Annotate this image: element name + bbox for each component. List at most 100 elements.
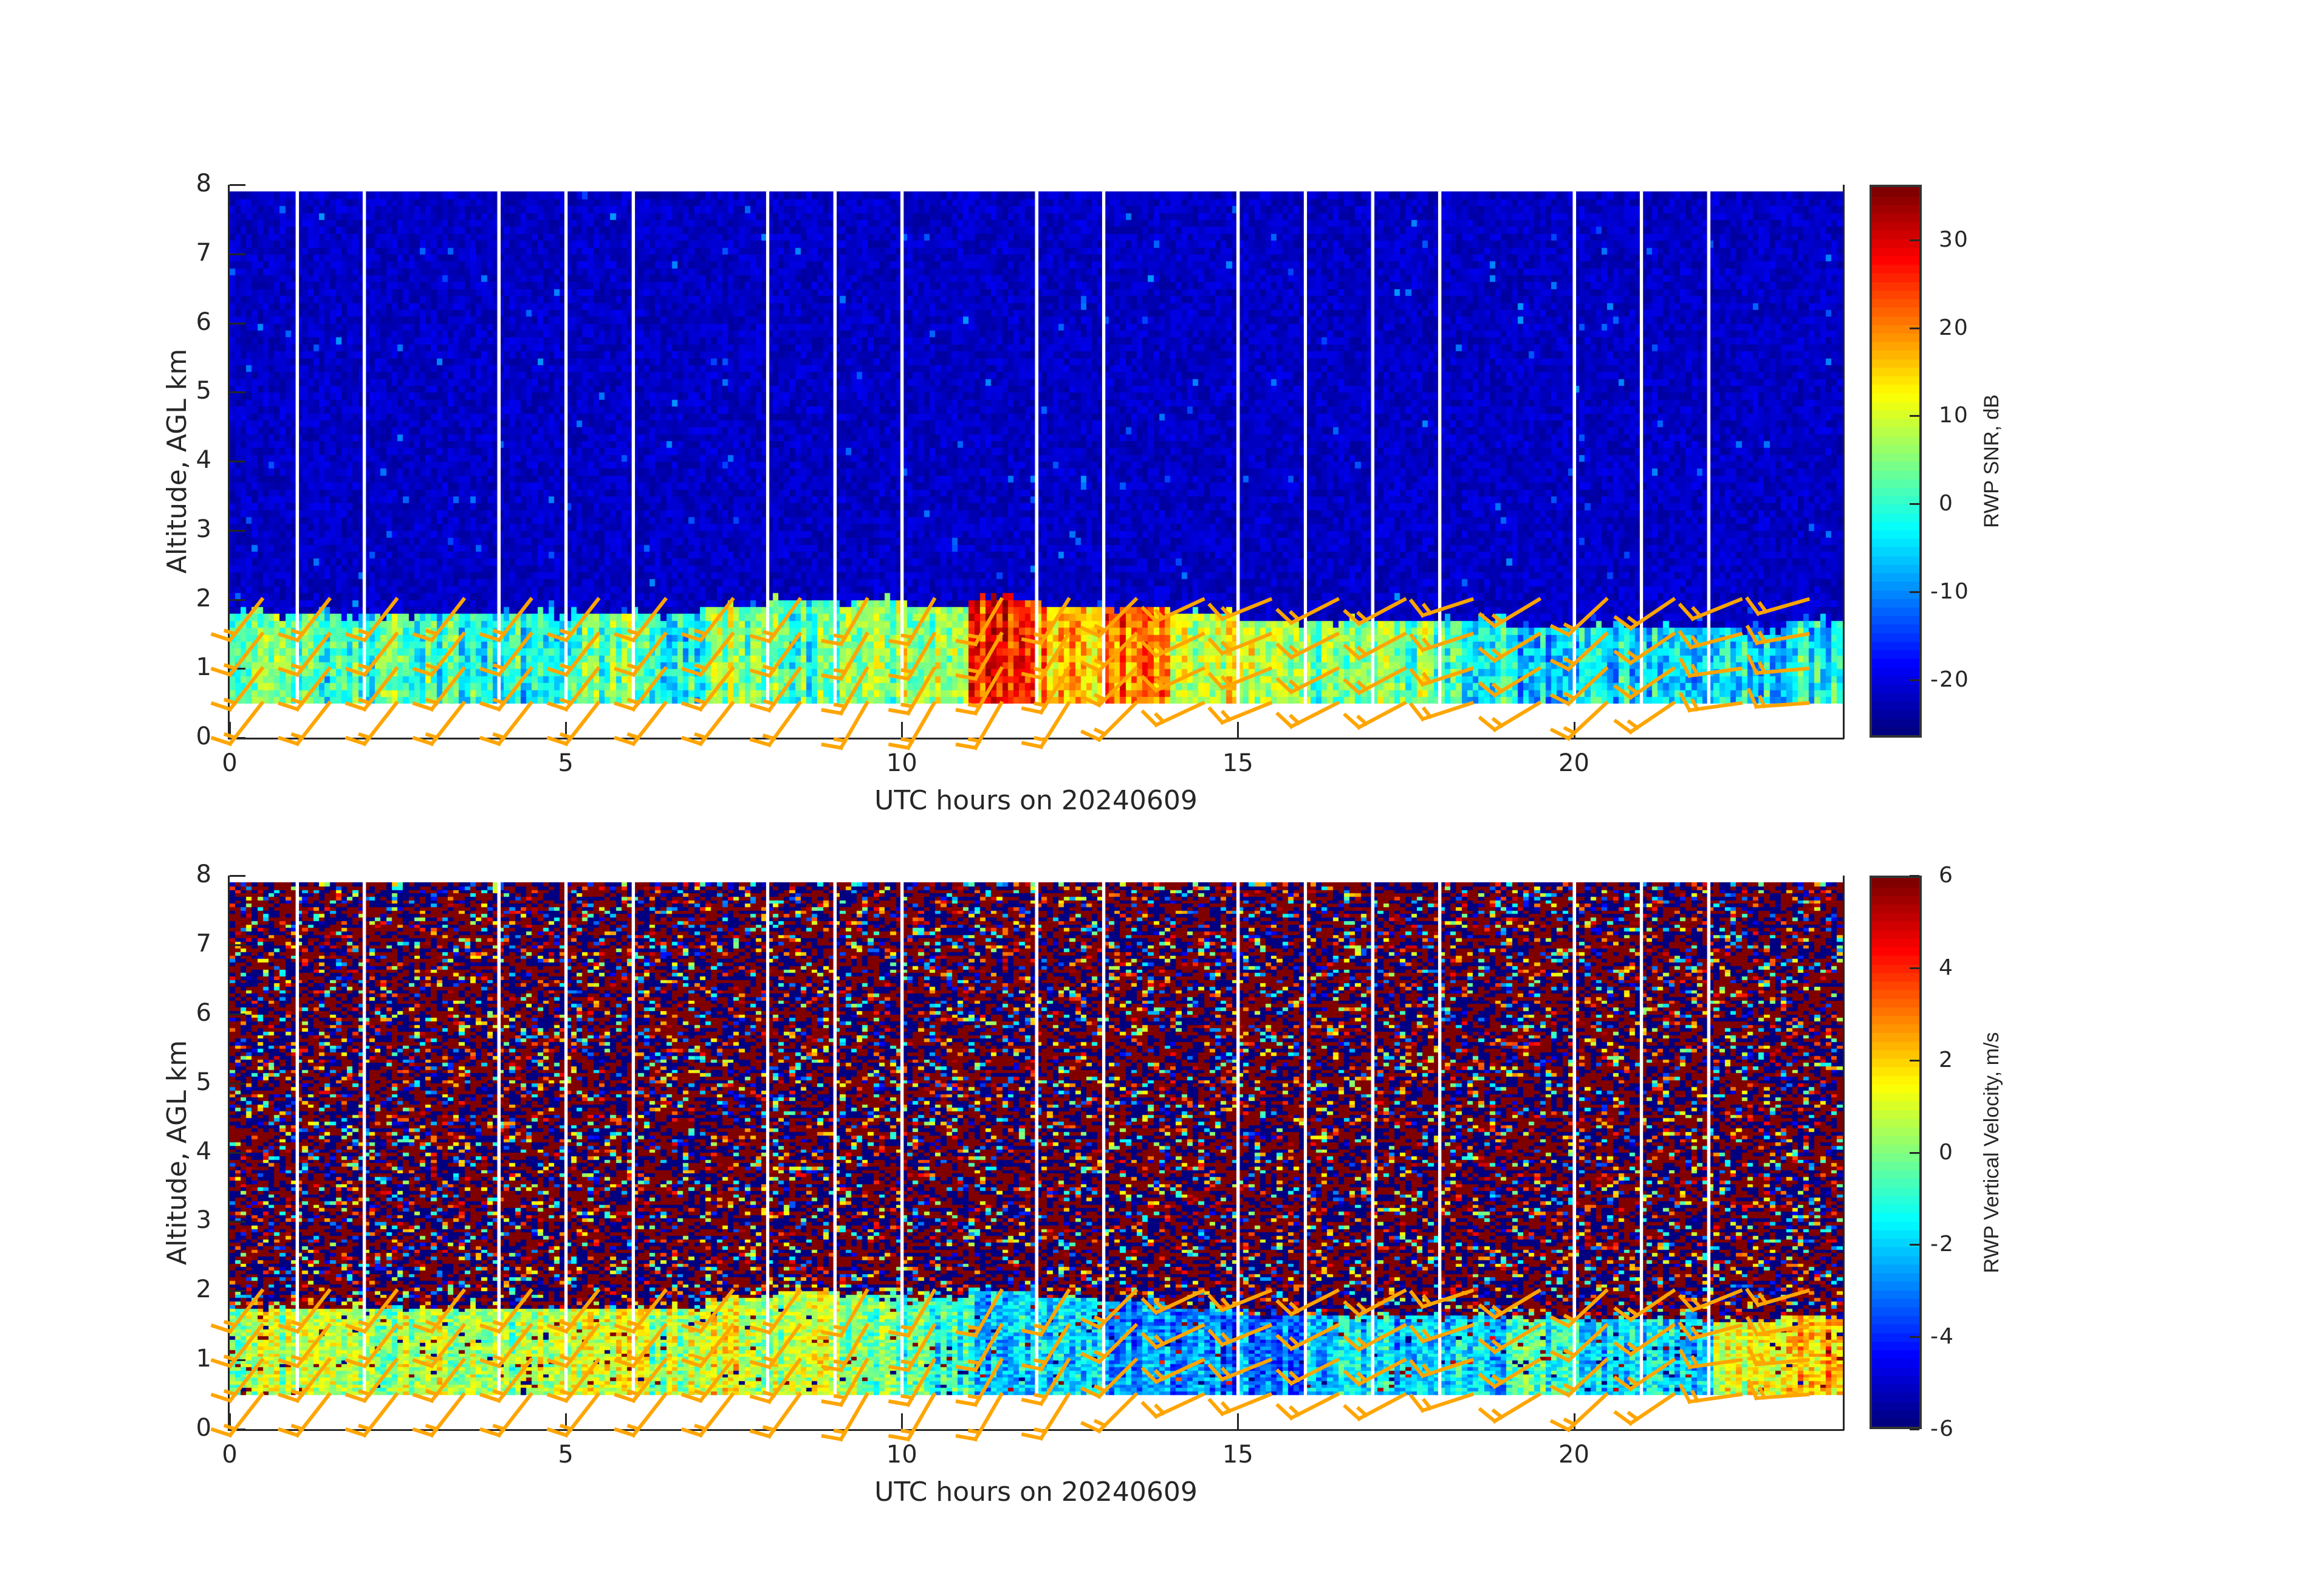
data-gap-line [833, 191, 837, 704]
x-tick-label: 5 [558, 1441, 574, 1469]
data-gap-line [833, 882, 837, 1395]
colorbar-tick [1910, 327, 1919, 329]
colorbar-tick [1910, 239, 1919, 242]
y-tick-label: 0 [196, 722, 211, 750]
y-tick-label: 6 [196, 998, 211, 1027]
colorbar-tick-label: 4 [1939, 955, 1954, 980]
x-tick [901, 722, 903, 738]
y-axis-label: Altitude, AGL km [162, 1040, 193, 1265]
colorbar-tick [1910, 1336, 1919, 1339]
data-gap-line [1707, 882, 1710, 1395]
data-gap-line [900, 882, 904, 1395]
colorbar [1870, 185, 1922, 738]
data-gap-line [1438, 882, 1442, 1395]
y-tick [230, 1290, 245, 1292]
data-gap-line [1371, 882, 1374, 1395]
y-tick-label: 8 [196, 860, 211, 888]
y-tick [230, 1013, 245, 1015]
x-tick [1237, 1413, 1239, 1429]
data-gap-line [766, 191, 769, 704]
data-gap-line [1236, 882, 1240, 1395]
data-gap-line [497, 882, 501, 1395]
x-tick [1573, 1413, 1575, 1429]
y-tick-label: 7 [196, 238, 211, 267]
y-tick-label: 4 [196, 446, 211, 474]
y-tick [230, 875, 245, 877]
data-gap-line [1035, 882, 1038, 1395]
colorbar-tick [1910, 503, 1919, 506]
data-gap-line [1640, 882, 1644, 1395]
colorbar-tick-label: 30 [1939, 227, 1969, 253]
y-tick-label: 5 [196, 377, 211, 405]
wind-barb-full-feather [749, 1429, 772, 1439]
data-gap-line [1304, 191, 1307, 704]
y-tick [230, 1151, 245, 1154]
right-axis-line [1843, 876, 1845, 1430]
data-gap-line [497, 191, 501, 704]
x-tick-label: 10 [886, 1441, 917, 1469]
y-tick [230, 322, 245, 324]
data-gap-line [1102, 882, 1106, 1395]
y-tick [230, 253, 245, 255]
y-axis-line [228, 876, 230, 1430]
data-gap-line [1371, 191, 1374, 704]
x-tick-label: 15 [1222, 1441, 1253, 1469]
wind-barb-full-feather [821, 1433, 843, 1442]
x-tick-label: 10 [886, 749, 917, 777]
y-axis-line [228, 185, 230, 739]
y-tick-label: 1 [196, 1345, 211, 1373]
colorbar-tick [1910, 591, 1919, 593]
y-tick [230, 1429, 245, 1430]
data-gap-line [363, 191, 366, 704]
data-gap-line [631, 882, 635, 1395]
colorbar-tick-label: 0 [1939, 1139, 1954, 1165]
colorbar-tick [1910, 875, 1919, 877]
data-gap-line [1304, 882, 1307, 1395]
x-tick-label: 0 [222, 749, 238, 777]
y-tick-label: 0 [196, 1414, 211, 1442]
y-tick [230, 529, 245, 532]
y-tick-label: 7 [196, 929, 211, 958]
data-gap-line [1236, 191, 1240, 704]
data-gap-line [1707, 191, 1710, 704]
data-gap-line [1640, 191, 1644, 704]
y-tick-label: 2 [196, 584, 211, 612]
colorbar-tick-label: 6 [1939, 863, 1954, 888]
x-axis-label: UTC hours on 20240609 [874, 1477, 1198, 1508]
y-tick-label: 3 [196, 1206, 211, 1235]
wind-barb-full-feather [888, 1433, 911, 1442]
data-gap-line [1572, 191, 1576, 704]
y-tick-label: 8 [196, 170, 211, 197]
data-gap-line [564, 191, 568, 704]
data-gap-line [363, 882, 366, 1395]
x-tick [229, 1413, 231, 1429]
data-gap-line [631, 191, 635, 704]
colorbar-tick-label: 0 [1939, 491, 1954, 516]
colorbar-tick-label: -2 [1930, 1232, 1955, 1257]
wind-barb-half-feather [967, 1429, 982, 1435]
data-gap-line [295, 882, 299, 1395]
colorbar-tick-label: 2 [1939, 1047, 1954, 1072]
colorbar-tick [1910, 967, 1919, 969]
data-gap-line [295, 191, 299, 704]
x-tick-label: 0 [222, 1441, 238, 1469]
y-tick-label: 4 [196, 1137, 211, 1165]
colorbar-label: RWP Vertical Velocity, m/s [1980, 1032, 2003, 1273]
data-gap-line [1572, 882, 1576, 1395]
data-gap-line [1035, 191, 1038, 704]
y-tick-label: 1 [196, 653, 211, 682]
y-tick-label: 3 [196, 515, 211, 543]
y-tick [230, 1359, 245, 1362]
data-gap-line [564, 882, 568, 1395]
wind-barb-half-feather [900, 1429, 914, 1435]
data-gap-line [1438, 191, 1442, 704]
colorbar-tick [1910, 1429, 1919, 1430]
y-tick-label: 2 [196, 1275, 211, 1304]
y-tick-label: 6 [196, 307, 211, 336]
colorbar-tick-label: -6 [1930, 1416, 1955, 1441]
x-tick [901, 1413, 903, 1429]
wind-barb-full-feather [1021, 1432, 1044, 1441]
x-tick [565, 1413, 567, 1429]
colorbar-tick-label: -20 [1930, 667, 1970, 692]
